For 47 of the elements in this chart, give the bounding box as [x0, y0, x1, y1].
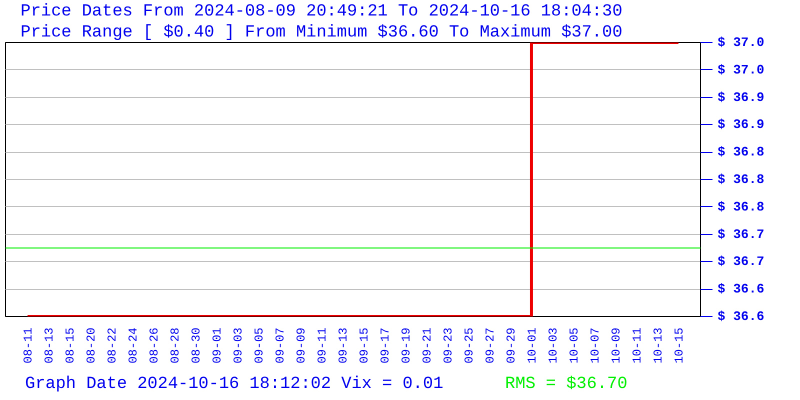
text: Graph Date 2024-10-16 18:12:02 Vix = 0.01 [25, 374, 444, 396]
x-tick-label: 09-25 [462, 327, 476, 364]
chart-title: Price Dates From 2024-08-09 20:49:21 To 2024-10-16 18:04:30 [20, 2, 622, 22]
x-tick-label: 10-03 [546, 327, 560, 364]
x-tick-label: 08-15 [64, 327, 78, 364]
x-tick-label: 10-13 [651, 327, 666, 364]
x-tick-label: 08-30 [190, 327, 204, 364]
x-tick-label: 08-26 [148, 327, 162, 364]
x-tick-label: 09-27 [483, 327, 498, 364]
y-tick-label: $ 37.0 [718, 62, 765, 78]
x-tick-label: 09-15 [358, 327, 372, 364]
text: RMS = $36.70 [505, 374, 628, 396]
x-tick-label: 09-07 [274, 327, 288, 364]
y-tick-label: $ 36.8 [718, 144, 765, 160]
x-tick-label: 09-01 [210, 327, 225, 364]
y-tick-label: $ 36.7 [718, 226, 764, 242]
x-tick-label: 08-11 [22, 327, 36, 364]
x-tick-label: 10-15 [672, 327, 686, 364]
x-tick-label: 09-21 [420, 327, 434, 364]
x-tick-label: 08-20 [84, 327, 99, 364]
x-tick-label: 09-19 [399, 327, 414, 364]
x-tick-label: 10-01 [525, 327, 540, 364]
chart-subtitle: Price Range [ $0.40 ] From Minimum $36.60 To Maximum $37.00 [20, 24, 622, 42]
x-tick-label: 09-05 [252, 327, 267, 364]
x-tick-label: 08-22 [106, 327, 120, 364]
x-tick-label: 08-13 [42, 327, 57, 364]
y-tick-label: $ 36.8 [718, 172, 765, 187]
x-tick-label: 10-09 [609, 327, 624, 364]
x-tick-label: 08-28 [168, 327, 183, 364]
x-tick-label: 09-23 [441, 327, 456, 364]
x-tick-label: 08-24 [126, 327, 141, 364]
y-tick-label: $ 36.7 [718, 254, 764, 270]
x-tick-label: 09-29 [504, 327, 518, 364]
x-tick-label: 10-07 [588, 327, 602, 364]
x-tick-label: 10-05 [567, 327, 582, 364]
x-tick-label: 09-03 [232, 327, 246, 364]
y-tick-label: $ 37.0 [718, 35, 765, 50]
y-tick-label: $ 36.8 [718, 199, 765, 214]
x-tick-label: 10-11 [630, 327, 644, 364]
y-tick-label: $ 36.6 [718, 282, 765, 297]
y-tick-label: $ 36.9 [718, 117, 765, 132]
x-tick-label: 09-09 [294, 327, 309, 364]
y-tick-label: $ 36.6 [718, 309, 765, 324]
y-tick-label: $ 36.9 [718, 90, 765, 105]
x-tick-label: 09-13 [336, 327, 350, 364]
x-tick-label: 09-17 [378, 327, 392, 364]
x-tick-label: 09-11 [316, 327, 330, 364]
